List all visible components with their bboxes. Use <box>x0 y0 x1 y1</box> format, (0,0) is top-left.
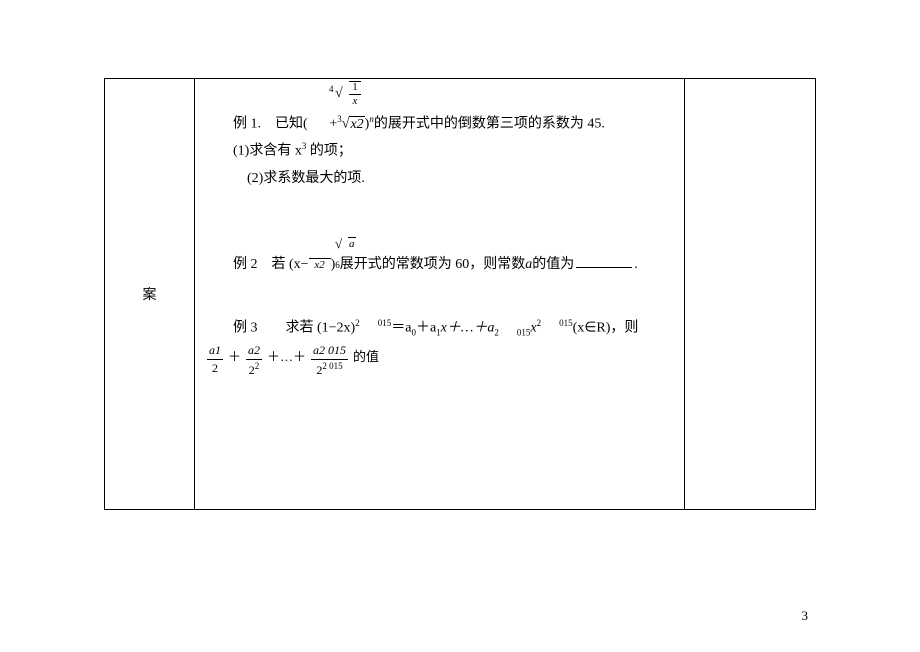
fraction-1: a1 2 <box>207 342 223 377</box>
right-column <box>685 79 815 509</box>
root-fraction: 4 √ 1 x <box>349 81 361 107</box>
ex2-line: 例 2 若 (x−x2)6展开式的常数项为 60，则常数 a 的值为. <box>205 252 674 279</box>
ex1-fraction-overlay: 4 √ 1 x <box>233 87 674 111</box>
ex1-q2: (2)求系数最大的项. <box>205 166 674 193</box>
ex3-line1: 例 3 求若 (1−2x)2 015＝a0＋a1x＋…＋a2 015x2 015… <box>205 315 674 342</box>
left-column: 案 <box>105 79 195 509</box>
main-column: 4 √ 1 x 例 1. 已知(√xx+3√x2)n的展开式中的倒数第三项的系数… <box>195 79 685 509</box>
content-table: 案 4 √ 1 x 例 1. 已知(√xx+3√x2)n的展开式中的倒数第三项的… <box>104 78 816 510</box>
ex3-line2: a1 2 ＋ a2 22 ＋…＋ a2 015 22 015 的值 <box>205 342 674 379</box>
ex2-sqrt-row: √ a <box>205 236 674 252</box>
left-label: 案 <box>143 284 157 304</box>
example-1: 4 √ 1 x 例 1. 已知(√xx+3√x2)n的展开式中的倒数第三项的系数… <box>205 87 674 192</box>
example-2: √ a 例 2 若 (x−x2)6展开式的常数项为 60，则常数 a 的值为. <box>205 236 674 279</box>
ex2-sqrt-a: √ a <box>335 238 359 252</box>
fraction-3: a2 015 22 015 <box>311 342 348 379</box>
radical-icon: √ <box>335 87 343 101</box>
radical-icon: √ <box>335 236 342 252</box>
page-number: 3 <box>802 608 809 624</box>
example-3: 例 3 求若 (1−2x)2 015＝a0＋a1x＋…＋a2 015x2 015… <box>205 315 674 379</box>
ex1-line1: 例 1. 已知(√xx+3√x2)n的展开式中的倒数第三项的系数为 45. <box>205 111 674 138</box>
ex1-q1: (1)求含有 x3 的项； <box>205 138 674 165</box>
fill-blank <box>576 267 632 268</box>
fraction-2: a2 22 <box>246 342 262 379</box>
